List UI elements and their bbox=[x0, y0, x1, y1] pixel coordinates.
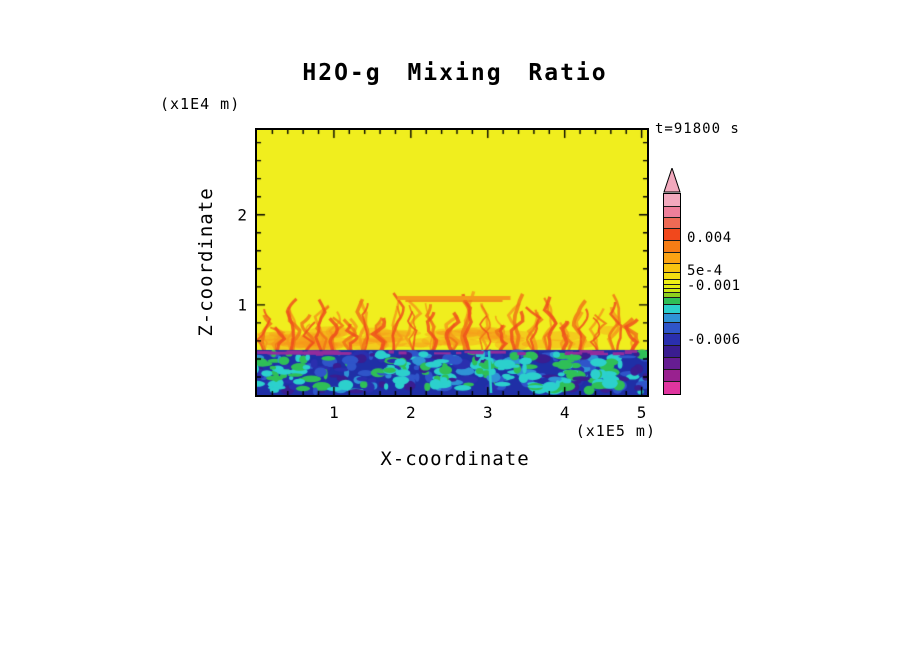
colorbar-segment bbox=[664, 252, 680, 263]
colorbar-segment bbox=[664, 279, 680, 284]
y-axis-units: (x1E4 m) bbox=[160, 95, 241, 113]
colorbar-label: 0.004 bbox=[687, 230, 732, 246]
heatmap-canvas bbox=[257, 130, 647, 395]
colorbar-label: -0.001 bbox=[687, 278, 741, 294]
colorbar-segment bbox=[664, 272, 680, 279]
x-axis-units: (x1E5 m) bbox=[575, 422, 656, 440]
colorbar-segment bbox=[664, 357, 680, 369]
x-axis-label: X-coordinate bbox=[380, 448, 530, 470]
plot-area: 1 2 3 4 5 1 2 bbox=[237, 128, 649, 422]
colorbar-segment bbox=[664, 217, 680, 228]
colorbar-segment bbox=[664, 263, 680, 272]
colorbar-labels: 0.004 5e-4 -0.001 -0.006 bbox=[687, 193, 787, 393]
colorbar-segment bbox=[664, 288, 680, 292]
x-tick-label: 4 bbox=[559, 403, 570, 422]
colorbar-segment bbox=[664, 322, 680, 333]
colorbar-segment bbox=[664, 304, 680, 313]
colorbar-segment bbox=[664, 297, 680, 304]
time-label: t=91800 s bbox=[655, 121, 740, 137]
colorbar-arrow-tip bbox=[663, 168, 681, 193]
y-axis-label: Z-coordinate bbox=[195, 187, 217, 337]
colorbar-segment bbox=[664, 240, 680, 252]
x-tick-label: 3 bbox=[482, 403, 493, 422]
colorbar-label: -0.006 bbox=[687, 332, 741, 348]
y-tick-label: 1 bbox=[237, 295, 247, 315]
colorbar-segment bbox=[664, 313, 680, 322]
colorbar-segment bbox=[664, 369, 680, 381]
x-tick-label: 2 bbox=[406, 403, 416, 422]
colorbar-segment bbox=[664, 206, 680, 217]
colorbar-label: 5e-4 bbox=[687, 263, 723, 279]
colorbar-segment bbox=[664, 228, 680, 240]
chart-title: H2O-g Mixing Ratio bbox=[302, 60, 608, 86]
colorbar-segment bbox=[664, 292, 680, 297]
y-tick-label: 2 bbox=[237, 205, 247, 225]
colorbar-body bbox=[663, 193, 681, 395]
x-tick-label: 1 bbox=[329, 403, 339, 422]
colorbar-segment bbox=[664, 194, 680, 206]
colorbar-segment bbox=[664, 284, 680, 288]
colorbar: 0.004 5e-4 -0.001 -0.006 bbox=[663, 168, 793, 395]
x-tick-label: 5 bbox=[636, 403, 647, 422]
colorbar-segment bbox=[664, 345, 680, 357]
colorbar-segment bbox=[664, 381, 680, 394]
colorbar-segment bbox=[664, 333, 680, 345]
